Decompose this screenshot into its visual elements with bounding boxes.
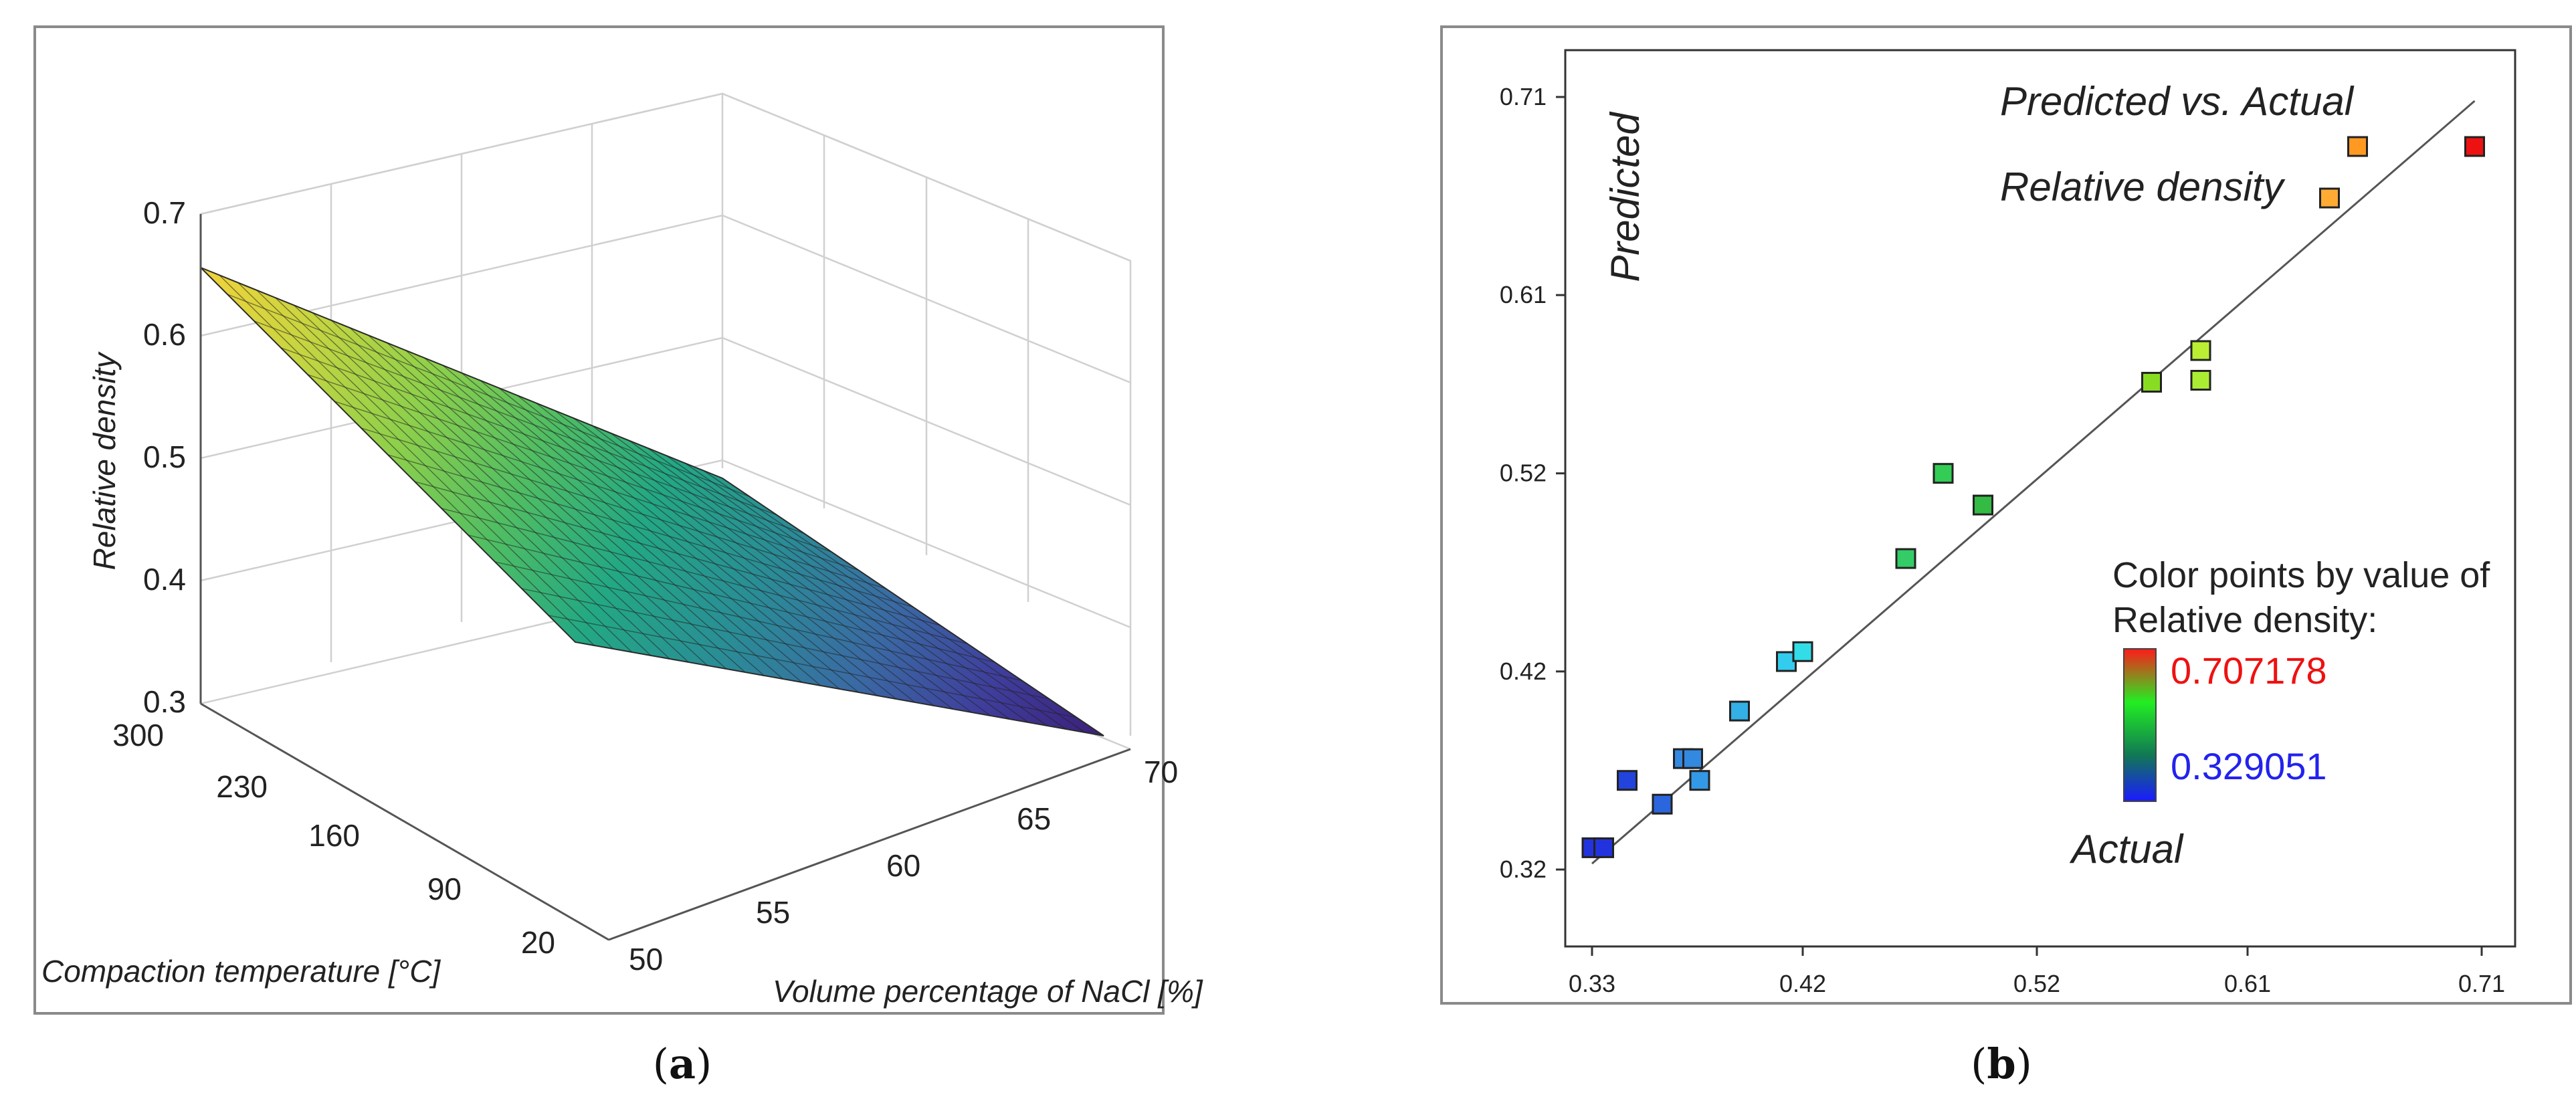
temp-tick-90: 90 <box>427 872 462 906</box>
mesh-line-v <box>575 641 1104 736</box>
nacl-tick-50: 50 <box>629 942 663 977</box>
scatter-point <box>1593 837 1614 858</box>
color-legend: Color points by value of Relative densit… <box>2112 555 2490 802</box>
nacl-tick-55: 55 <box>756 895 790 930</box>
chart-title-line2: Relative density <box>2000 165 2286 209</box>
plot-area <box>1564 49 2516 948</box>
y-tick-label: 0.32 <box>1500 855 1547 883</box>
nacl-tick-60: 60 <box>886 848 920 883</box>
mesh-line-v <box>521 588 1050 700</box>
mesh-line-v <box>441 508 968 645</box>
panel-b-ticks: 0.33 0.42 0.52 0.61 0.71 0.32 0.42 0.52 0.61 0.71 <box>1500 83 2505 997</box>
x-tick-label: 0.52 <box>2013 970 2060 997</box>
panel-b: 0.33 0.42 0.52 0.61 0.71 0.32 0.42 0.52 0.61 0.71… <box>1440 25 2572 1005</box>
scatter-point <box>1652 793 1673 815</box>
fit-line-segment <box>1591 100 2476 865</box>
mesh-line-v <box>254 320 777 516</box>
mesh-line-v <box>387 454 914 608</box>
temp-tick-20: 20 <box>521 925 555 960</box>
y-tick-label: 0.71 <box>1500 83 1547 110</box>
fit-line <box>1591 100 2476 865</box>
nacl-tick-70: 70 <box>1144 754 1178 789</box>
z-tick-1: 0.4 <box>143 562 186 597</box>
y-tick-label: 0.61 <box>1500 281 1547 308</box>
scatter-point <box>1617 770 1638 791</box>
mesh-line-v <box>200 267 723 479</box>
scatter-point <box>1973 494 1993 516</box>
nacl-axis-ticks: 50 55 60 65 70 <box>629 754 1178 977</box>
caption-b: (b) <box>1971 1039 2032 1088</box>
panel-a: 0.3 0.4 0.5 0.6 0.7 Relative density 300… <box>33 25 1203 1015</box>
panel-a-surface <box>200 267 1104 736</box>
legend-max-value: 0.707178 <box>2171 649 2327 692</box>
temp-tick-300: 300 <box>112 718 164 752</box>
legend-color-bar <box>2123 648 2157 802</box>
mesh-line-v <box>468 534 995 663</box>
z-tick-0: 0.3 <box>143 684 186 719</box>
legend-title-line2: Relative density: <box>2112 600 2377 640</box>
y-tick-label: 0.42 <box>1500 658 1547 685</box>
scatter-point <box>1682 748 1703 769</box>
mesh-line-v <box>361 427 886 589</box>
z-tick-2: 0.5 <box>143 439 186 474</box>
z-tick-3: 0.6 <box>143 317 186 352</box>
caption-a: (a) <box>653 1039 712 1088</box>
scatter-points <box>1581 136 2485 858</box>
legend-title-line1: Color points by value of <box>2112 555 2490 595</box>
scatter-point <box>2347 136 2368 157</box>
x-tick-label: 0.61 <box>2224 970 2271 997</box>
x-tick-label: 0.42 <box>1779 970 1826 997</box>
panel-a-axes <box>199 214 1131 941</box>
mesh-line-v <box>334 401 859 571</box>
scatter-point <box>1729 700 1750 722</box>
scatter-point <box>1689 770 1710 791</box>
x-tick-label: 0.71 <box>2458 970 2505 997</box>
z-axis-label: Relative density <box>87 351 122 571</box>
nacl-tick-65: 65 <box>1017 801 1051 836</box>
z-axis-ticks: 0.3 0.4 0.5 0.6 0.7 <box>143 195 186 719</box>
scatter-point <box>2464 136 2485 157</box>
surface-mesh <box>200 267 1104 736</box>
temperature-axis-label: Compaction temperature [°C] <box>41 954 441 989</box>
temp-tick-230: 230 <box>216 769 268 804</box>
temp-tick-160: 160 <box>308 818 360 853</box>
mesh-line-v <box>280 347 805 534</box>
z-tick-4: 0.7 <box>143 195 186 230</box>
scatter-point <box>2190 340 2211 361</box>
chart-title-line1: Predicted vs. Actual <box>2000 79 2355 124</box>
nacl-axis-label: Volume percentage of NaCl [%] <box>773 974 1203 1009</box>
temperature-axis-ticks: 300 230 160 90 20 <box>112 718 555 960</box>
mesh-line-v <box>414 481 940 626</box>
scatter-point <box>2141 371 2162 393</box>
scatter-point <box>1792 641 1813 662</box>
mesh-line-v <box>548 615 1077 718</box>
mesh-line-v <box>307 374 832 552</box>
mesh-line-v <box>227 294 750 498</box>
scatter-point <box>2190 370 2211 391</box>
x-axis-label: Actual <box>2070 827 2184 872</box>
scatter-point <box>1933 463 1954 484</box>
scatter-point <box>1895 548 1916 569</box>
panel-b-frame <box>1440 25 2572 1005</box>
mesh-line-v <box>494 561 1023 682</box>
y-tick-label: 0.52 <box>1500 460 1547 487</box>
x-tick-label: 0.33 <box>1569 970 1615 997</box>
scatter-point <box>2319 187 2340 209</box>
y-axis-label: Predicted <box>1603 112 1648 282</box>
legend-min-value: 0.329051 <box>2171 745 2327 787</box>
